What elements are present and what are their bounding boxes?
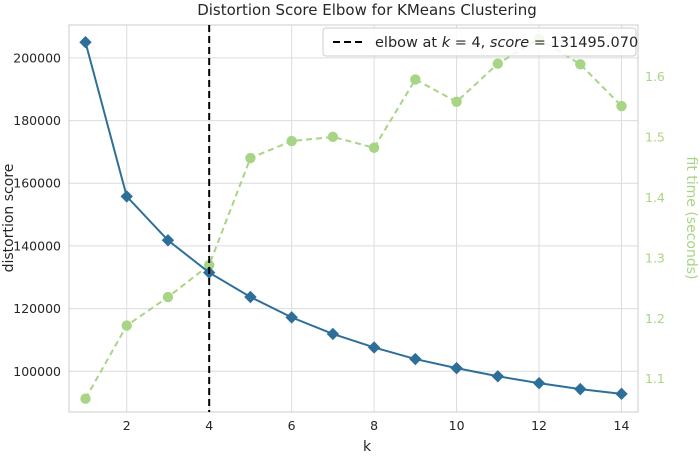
- fit-time-point: [245, 152, 256, 164]
- y-tick-label: 200000: [13, 50, 61, 65]
- x-tick-label: 8: [370, 418, 378, 433]
- fit-time-point: [368, 142, 380, 153]
- legend-mid: = 4,: [450, 35, 490, 51]
- legend-label: elbow at k = 4, score = 131495.070: [375, 35, 638, 51]
- distortion-point: [450, 361, 463, 375]
- fit-time-point: [410, 74, 421, 85]
- y-axis-label: distortion score: [1, 164, 17, 273]
- x-tick-label: 4: [205, 418, 213, 433]
- fit-time-line: [84, 37, 623, 400]
- legend-score: score: [490, 35, 529, 51]
- series-layer: [79, 33, 628, 404]
- fit-time-point: [327, 131, 339, 143]
- fit-time-point: [162, 291, 174, 303]
- fit-time-point: [492, 58, 504, 69]
- fit-time-point: [286, 135, 297, 147]
- fit-time-point: [121, 320, 132, 331]
- y2-tick-label: 1.1: [645, 371, 665, 386]
- x-tick-label: 12: [531, 418, 547, 433]
- y-tick-label: 180000: [13, 113, 61, 128]
- fit-time-point: [203, 259, 215, 271]
- y-tick-label: 140000: [13, 238, 61, 253]
- y-tick-label: 100000: [13, 364, 61, 379]
- y2-tick-labels: 1.1 1.2 1.3 1.4 1.5 1.6: [645, 69, 665, 386]
- grid: [69, 25, 638, 412]
- distortion-point: [409, 352, 422, 366]
- distortion-point: [491, 370, 505, 383]
- legend-prefix: elbow at: [375, 35, 442, 51]
- x-axis-label: k: [363, 439, 372, 455]
- y-tick-labels: 100000 120000 140000 160000 180000 200000: [13, 50, 61, 378]
- legend-k: k: [442, 35, 451, 51]
- x-tick-label: 6: [288, 418, 296, 433]
- legend-box: [322, 27, 637, 57]
- fit-time-point: [616, 100, 627, 112]
- distortion-point: [532, 376, 546, 390]
- fit-time-point: [575, 59, 586, 70]
- y2-tick-label: 1.2: [645, 311, 665, 326]
- distortion-point: [120, 190, 133, 203]
- legend: elbow at k = 4, score = 131495.070: [322, 27, 638, 57]
- distortion-point: [574, 382, 587, 396]
- y2-axis-label: fit time (seconds): [683, 157, 699, 280]
- distortion-point: [161, 234, 175, 247]
- distortion-point: [326, 327, 340, 341]
- distortion-point: [285, 311, 298, 324]
- x-tick-label: 14: [614, 418, 630, 433]
- y2-tick-label: 1.4: [645, 190, 665, 205]
- distortion-point: [615, 387, 628, 401]
- x-tick-label: 2: [123, 418, 131, 433]
- distortion-point: [367, 341, 381, 354]
- distortion-line: [84, 41, 622, 395]
- legend-value: = 131495.070: [529, 35, 638, 51]
- y-tick-label: 160000: [13, 176, 61, 191]
- y2-tick-label: 1.3: [645, 250, 665, 265]
- fit-time-point: [80, 393, 91, 404]
- y2-tick-label: 1.5: [645, 129, 665, 144]
- chart-title: Distortion Score Elbow for KMeans Cluste…: [197, 1, 537, 19]
- x-tick-label: 10: [449, 418, 465, 433]
- y2-tick-label: 1.6: [645, 69, 665, 84]
- y-tick-label: 120000: [13, 301, 61, 316]
- distortion-point: [79, 36, 92, 49]
- fit-time-point: [451, 96, 462, 107]
- distortion-point: [244, 290, 257, 304]
- plot-frame: [68, 24, 639, 413]
- x-tick-labels: 2 4 6 8 10 12 14: [123, 418, 630, 433]
